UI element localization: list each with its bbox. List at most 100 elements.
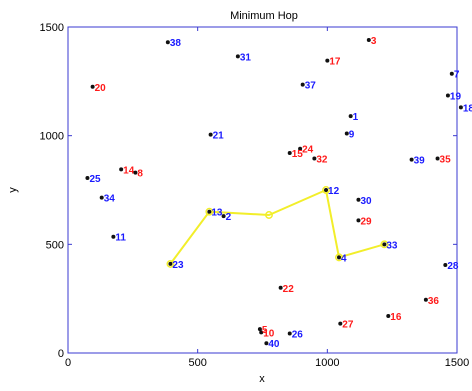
node-marker-36 xyxy=(423,297,428,302)
node-label-37: 37 xyxy=(305,81,317,92)
node-label-8: 8 xyxy=(137,169,143,180)
node-label-7: 7 xyxy=(454,70,460,81)
node-label-40: 40 xyxy=(268,339,280,350)
node-marker-39 xyxy=(409,157,414,162)
route-vertex-3 xyxy=(322,186,330,194)
node-label-18: 18 xyxy=(463,103,472,114)
node-marker-16 xyxy=(386,314,391,319)
node-label-39: 39 xyxy=(414,156,426,167)
node-marker-14 xyxy=(119,167,124,172)
node-label-14: 14 xyxy=(123,165,135,176)
node-label-10: 10 xyxy=(263,328,275,339)
node-marker-37 xyxy=(300,82,305,87)
minimum-hop-route-line xyxy=(169,188,385,265)
node-marker-11 xyxy=(111,234,116,239)
node-label-15: 15 xyxy=(292,149,304,160)
node-marker-2 xyxy=(221,214,226,219)
y-tick-label-1: 500 xyxy=(46,239,64,251)
node-label-29: 29 xyxy=(360,216,372,227)
node-label-13: 13 xyxy=(211,208,223,219)
plot-area-frame xyxy=(67,26,458,354)
node-marker-20 xyxy=(90,84,95,89)
node-label-5: 5 xyxy=(262,325,268,336)
node-label-35: 35 xyxy=(440,154,452,165)
node-marker-40 xyxy=(264,341,269,346)
node-marker-32 xyxy=(312,156,317,161)
node-label-12: 12 xyxy=(328,186,340,197)
node-label-1: 1 xyxy=(353,112,359,123)
node-label-22: 22 xyxy=(283,284,295,295)
route-vertex-4 xyxy=(335,253,343,262)
node-marker-21 xyxy=(208,132,213,137)
node-marker-22 xyxy=(278,285,283,290)
node-marker-4 xyxy=(337,255,342,260)
node-marker-23 xyxy=(168,261,173,266)
node-label-38: 38 xyxy=(170,38,182,49)
node-label-33: 33 xyxy=(386,240,398,251)
y-tick-label-3: 1500 xyxy=(40,22,64,34)
node-label-3: 3 xyxy=(371,36,377,47)
node-label-23: 23 xyxy=(172,260,184,271)
node-marker-10 xyxy=(259,330,264,335)
node-marker-7 xyxy=(449,71,454,76)
node-label-2: 2 xyxy=(226,212,232,223)
node-marker-38 xyxy=(165,40,170,45)
node-label-28: 28 xyxy=(447,261,459,272)
node-marker-34 xyxy=(99,195,104,200)
nodes-layer: 1234791011121314161819202122232425262728… xyxy=(85,36,472,350)
node-marker-5 xyxy=(257,327,262,332)
node-label-9: 9 xyxy=(349,129,355,140)
x-tick-label-1: 500 xyxy=(188,357,206,369)
node-label-26: 26 xyxy=(292,329,304,340)
node-label-19: 19 xyxy=(450,91,462,102)
chart-title: Minimum Hop xyxy=(230,10,298,22)
node-marker-25 xyxy=(85,176,90,181)
node-label-24: 24 xyxy=(302,145,314,156)
node-label-32: 32 xyxy=(316,154,328,165)
x-tick-label-3: 1500 xyxy=(445,357,469,369)
node-marker-3 xyxy=(366,38,371,43)
node-marker-15 xyxy=(287,151,292,156)
node-label-25: 25 xyxy=(89,174,101,185)
y-axis-label: y xyxy=(7,187,19,193)
node-label-16: 16 xyxy=(390,312,402,323)
node-marker-28 xyxy=(443,262,448,267)
route-vertex-2 xyxy=(265,211,273,219)
node-marker-35 xyxy=(435,156,440,161)
node-marker-13 xyxy=(207,209,212,214)
axis-ticks: 0 500 1000 1500 0 500 1000 1500 xyxy=(40,22,470,369)
node-marker-1 xyxy=(348,114,353,119)
node-marker-24 xyxy=(298,146,303,151)
x-axis-label: x xyxy=(259,373,265,385)
node-marker-29 xyxy=(356,218,361,223)
node-marker-18 xyxy=(458,105,463,110)
node-label-27: 27 xyxy=(342,320,354,331)
node-marker-12 xyxy=(324,188,329,192)
y-tick-label-2: 1000 xyxy=(40,131,64,143)
y-tick-label-0: 0 xyxy=(58,348,64,360)
node-marker-26 xyxy=(287,331,292,336)
node-label-4: 4 xyxy=(341,253,347,264)
node-marker-33 xyxy=(382,242,387,247)
x-tick-label-0: 0 xyxy=(65,357,71,369)
node-label-21: 21 xyxy=(213,131,225,142)
node-marker-30 xyxy=(356,197,361,202)
node-marker-8 xyxy=(133,170,138,175)
node-label-36: 36 xyxy=(428,296,440,307)
node-label-20: 20 xyxy=(95,83,107,94)
node-label-34: 34 xyxy=(104,194,116,205)
x-tick-label-2: 1000 xyxy=(315,357,339,369)
node-marker-17 xyxy=(325,58,330,63)
route-vertex-5 xyxy=(380,240,389,249)
node-label-11: 11 xyxy=(115,233,126,244)
node-marker-27 xyxy=(338,321,343,326)
node-marker-19 xyxy=(445,93,450,98)
route-vertex-1 xyxy=(205,207,214,216)
route-vertex-0 xyxy=(166,259,175,268)
node-label-30: 30 xyxy=(360,196,372,207)
node-label-17: 17 xyxy=(329,57,341,68)
node-marker-9 xyxy=(344,131,349,136)
node-label-31: 31 xyxy=(240,52,252,63)
